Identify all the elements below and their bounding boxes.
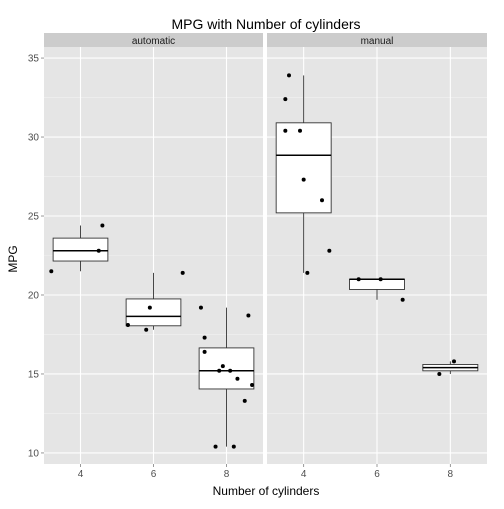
facet-strip-label: automatic: [132, 36, 175, 47]
chart-title: MPG with Number of cylinders: [171, 16, 360, 32]
data-point: [298, 128, 302, 133]
data-point: [242, 398, 247, 403]
box-body: [275, 122, 332, 214]
facet-strip: [44, 33, 263, 47]
data-point: [202, 335, 207, 340]
box-automatic-6: [125, 272, 182, 330]
data-point: [327, 248, 332, 253]
y-tick-label: 10: [28, 448, 40, 459]
facet-strip: [267, 33, 487, 47]
y-axis-title: MPG: [6, 245, 20, 272]
data-point: [437, 371, 442, 376]
data-point: [147, 305, 152, 310]
y-axis: 10 15 20 25 30 35: [28, 54, 44, 459]
x-tick-label: 8: [224, 469, 230, 480]
y-tick-label: 25: [28, 212, 40, 223]
data-point: [400, 297, 405, 302]
y-tick-label: 35: [28, 54, 40, 65]
data-point: [356, 277, 361, 282]
box-body: [198, 347, 255, 390]
x-tick-label: 8: [448, 469, 454, 480]
data-point: [287, 73, 291, 78]
data-point: [452, 359, 456, 364]
data-point: [125, 323, 130, 327]
facet-panels: automatic 4 6 8 manual 4 6 8: [44, 33, 487, 480]
data-point: [246, 313, 251, 318]
data-point: [217, 368, 222, 373]
data-point: [305, 270, 310, 275]
facet-panel-automatic: automatic 4 6 8: [44, 33, 263, 480]
data-point: [180, 270, 185, 275]
facet-panel-manual: manual 4 6 8: [267, 33, 487, 480]
box-body: [125, 298, 182, 327]
box-manual-4: [275, 75, 332, 273]
data-point: [202, 349, 207, 354]
x-axis-title: Number of cylinders: [213, 484, 320, 498]
data-point: [144, 327, 149, 332]
data-point: [100, 223, 105, 228]
data-point: [213, 444, 218, 449]
data-point: [283, 97, 288, 102]
y-tick-label: 15: [28, 369, 40, 380]
data-point: [320, 198, 324, 203]
box-manual-8: [422, 361, 479, 374]
data-point: [220, 364, 225, 369]
data-point: [228, 368, 233, 373]
data-point: [283, 128, 288, 133]
data-point: [231, 444, 236, 449]
data-point: [198, 305, 203, 310]
data-point: [235, 376, 240, 381]
data-point: [96, 248, 101, 253]
x-tick-label: 6: [151, 469, 157, 480]
data-point: [301, 177, 306, 182]
box-automatic-8: [198, 307, 255, 447]
x-tick-label: 6: [374, 469, 380, 480]
y-tick-label: 20: [28, 290, 40, 301]
data-point: [250, 383, 255, 388]
x-tick-label: 4: [301, 469, 307, 480]
box-body: [52, 237, 109, 262]
y-tick-label: 30: [28, 133, 40, 144]
facet-strip-label: manual: [361, 36, 394, 47]
data-point: [378, 277, 383, 282]
data-point: [49, 269, 54, 274]
x-tick-label: 4: [78, 469, 84, 480]
